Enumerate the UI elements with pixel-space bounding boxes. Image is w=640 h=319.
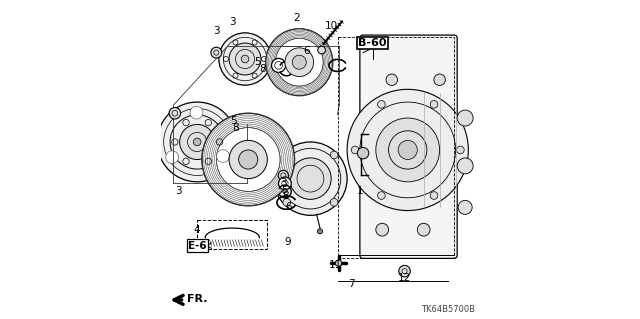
Circle shape (290, 158, 331, 199)
Text: 5: 5 (230, 116, 237, 126)
Circle shape (216, 150, 229, 162)
Circle shape (292, 55, 307, 69)
Circle shape (202, 113, 294, 206)
Text: 8: 8 (259, 63, 266, 74)
Circle shape (357, 147, 369, 159)
Text: 3: 3 (175, 186, 181, 197)
Circle shape (283, 151, 291, 159)
Circle shape (376, 223, 388, 236)
Circle shape (219, 33, 271, 85)
Circle shape (457, 110, 473, 126)
Text: 6: 6 (285, 202, 291, 212)
Text: 3: 3 (229, 17, 236, 27)
Circle shape (335, 260, 342, 266)
Circle shape (458, 200, 472, 214)
Text: 8: 8 (232, 122, 239, 133)
Circle shape (378, 192, 385, 199)
Circle shape (239, 150, 258, 169)
Circle shape (456, 146, 464, 154)
Text: 5: 5 (255, 57, 261, 67)
Circle shape (347, 89, 468, 211)
Text: 8: 8 (282, 191, 289, 201)
Circle shape (169, 108, 180, 119)
Circle shape (190, 106, 203, 119)
Circle shape (434, 74, 445, 85)
Text: 3: 3 (213, 26, 220, 36)
Circle shape (266, 29, 333, 96)
Circle shape (318, 46, 325, 54)
Text: B-60: B-60 (358, 38, 387, 48)
Text: 2: 2 (292, 12, 300, 23)
Bar (337, 37, 454, 258)
Text: 1: 1 (356, 186, 363, 197)
Circle shape (430, 100, 438, 108)
Circle shape (241, 55, 249, 63)
Circle shape (283, 198, 291, 206)
Circle shape (278, 170, 289, 181)
Circle shape (417, 223, 430, 236)
Bar (197, 220, 268, 249)
Circle shape (193, 138, 201, 146)
Circle shape (166, 151, 179, 164)
Circle shape (330, 198, 338, 206)
Circle shape (211, 47, 221, 58)
Text: FR.: FR. (187, 294, 207, 304)
Text: TK64B5700B: TK64B5700B (420, 305, 475, 314)
Text: 12: 12 (398, 272, 411, 283)
Text: 10: 10 (325, 21, 339, 31)
Text: 4: 4 (194, 225, 200, 235)
Circle shape (180, 124, 215, 160)
Circle shape (386, 74, 397, 85)
Circle shape (330, 151, 338, 159)
Text: 6: 6 (303, 46, 310, 56)
Circle shape (457, 158, 473, 174)
Circle shape (376, 118, 440, 182)
FancyBboxPatch shape (360, 35, 457, 258)
Circle shape (398, 140, 417, 160)
Text: 9: 9 (284, 237, 291, 248)
Circle shape (271, 58, 285, 72)
Text: 7: 7 (349, 279, 355, 289)
Circle shape (430, 192, 438, 199)
Text: 3: 3 (281, 178, 287, 189)
Circle shape (317, 229, 323, 234)
Circle shape (285, 48, 314, 77)
Circle shape (278, 177, 291, 190)
Circle shape (351, 146, 359, 154)
Circle shape (274, 142, 347, 215)
Circle shape (399, 265, 410, 277)
Text: 11: 11 (329, 260, 342, 270)
Circle shape (229, 140, 268, 179)
Text: 5: 5 (282, 185, 288, 195)
Circle shape (378, 100, 385, 108)
FancyArrowPatch shape (174, 295, 183, 304)
Text: E-6: E-6 (188, 241, 207, 251)
Circle shape (229, 43, 261, 75)
Circle shape (157, 102, 237, 182)
